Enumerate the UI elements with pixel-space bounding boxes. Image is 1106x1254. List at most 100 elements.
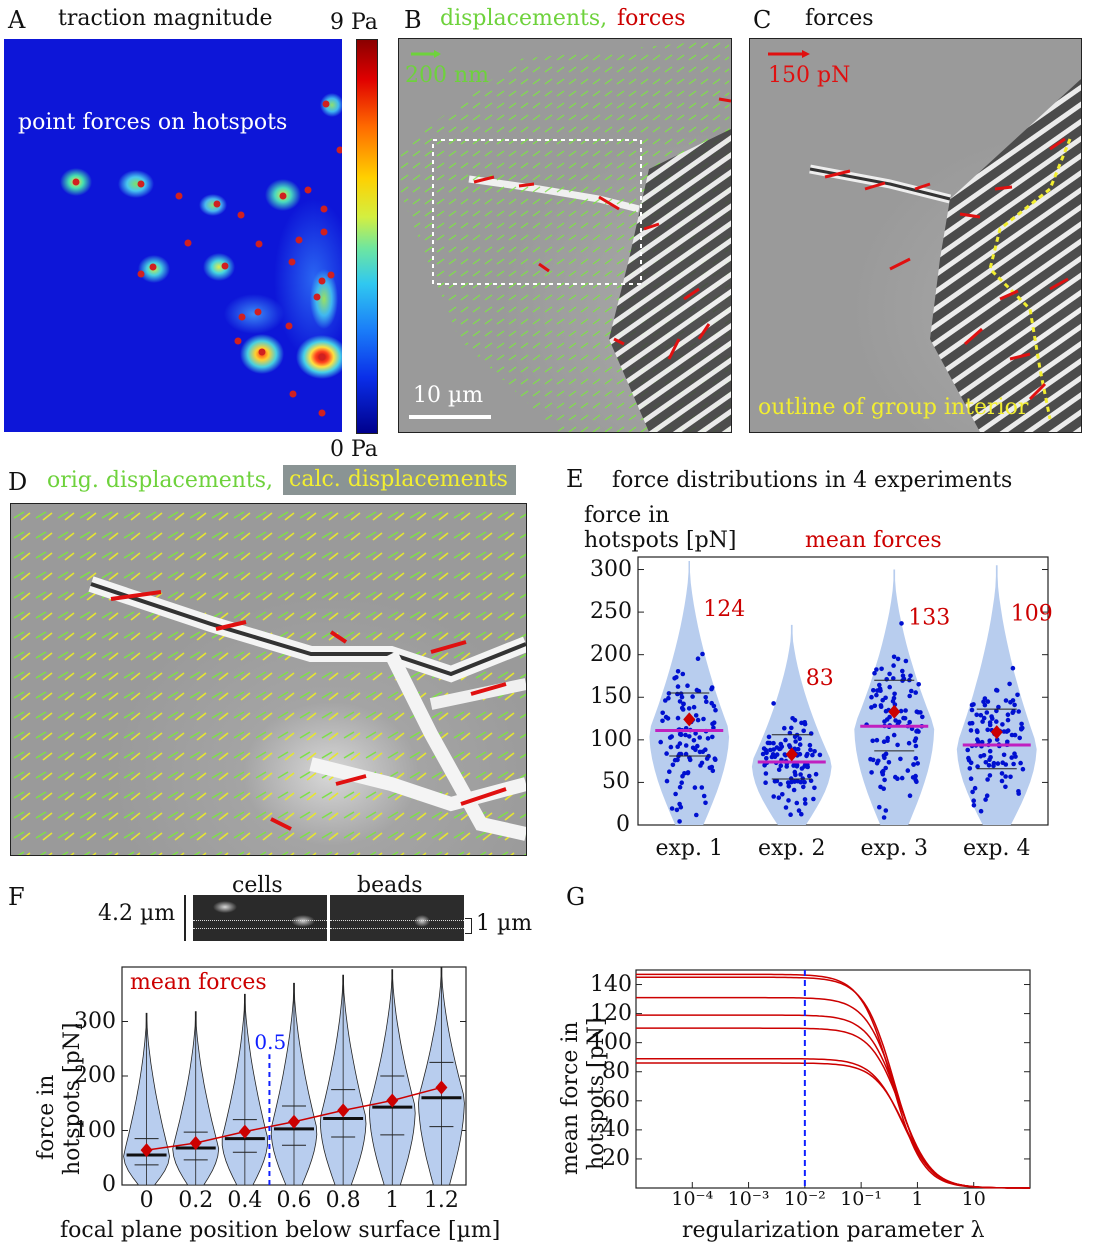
chart-e-point [677,801,682,807]
chart-e-point [782,752,788,757]
panel-d-title-orig: orig. displacements, [47,468,274,493]
colorbar-min-label: 0 Pa [330,437,378,462]
chart-e-point [907,793,913,798]
chart-e-point [771,701,776,706]
chart-g-ytick-label: 60 [602,1087,630,1113]
chart-g-series-line [636,1027,1030,1189]
chart-e-point [1001,752,1007,758]
panel-g-letter: G [566,883,586,911]
chart-e-point [771,740,776,746]
chart-e-point [878,704,884,709]
chart-e-point [704,699,709,704]
chart-e-point [982,702,988,708]
chart-f-xtick-label: 0 [139,1188,154,1213]
chart-e-point [869,770,874,775]
panel-c-letter: C [753,6,772,34]
chart-e-point [805,751,810,757]
chart-g-series-line [636,1014,1030,1189]
chart-e-point [799,811,804,817]
chart-e-point [778,763,784,769]
chart-e-point [692,785,698,790]
chart-e-point [891,732,897,738]
chart-e-ytick-label: 200 [590,641,632,667]
chart-e-point [667,769,672,774]
chart-e-point [685,770,691,776]
chart-e-point [660,718,665,724]
chart-e-point [869,694,874,700]
panel-f-xlabel: focal plane position below surface [µm] [60,1218,501,1243]
chart-g-ytick-label: 80 [602,1058,630,1084]
chart-e-point [761,746,767,751]
chart-e-point [691,738,697,743]
chart-e-point [906,740,912,746]
chart-e-point [683,751,689,757]
chart-e-point [664,778,670,784]
chart-e-point [760,751,766,757]
chart-e-ytick-label: 0 [616,812,630,837]
chart-e-point [985,727,990,733]
chart-e-point [978,808,984,814]
chart-g-ytick-label: 20 [602,1145,630,1171]
chart-e-point [1012,702,1017,708]
panel-c-outline-label: outline of group interior [758,395,1029,420]
chart-e-point [990,716,995,721]
chart-e-point [680,671,686,677]
chart-e-point [709,685,715,690]
chart-e-point [891,663,896,668]
chart-e-point [666,691,672,696]
panel-g-xlabel: regularization parameter λ [682,1218,985,1243]
chart-e-ytick-label: 50 [602,769,630,795]
chart-e-point [1009,755,1014,760]
chart-g-xtick-label: 10⁻⁴ [671,1188,714,1210]
chart-e-point [780,792,785,797]
chart-e-point [712,756,718,761]
chart-e-point [817,752,823,758]
chart-e-point [683,743,689,748]
chart-e-xtick-label: exp. 1 [655,836,724,861]
chart-g-xtick-label: 1 [911,1188,924,1210]
panel-c-title: forces [805,6,874,31]
chart-e-point [979,739,985,745]
chart-e-point [794,762,800,768]
chart-e-point [705,736,711,741]
chart-e-point [1011,709,1016,714]
panel-b-arrow-scale: 200 nm [405,63,490,88]
chart-e-point [870,738,875,744]
panel-e-title: force distributions in 4 experiments [612,468,1013,493]
chart-e-point [986,763,992,768]
chart-e-point [803,801,808,806]
chart-e-mean-value: 109 [1011,601,1052,626]
panel-f-beads-label: beads [357,873,423,898]
chart-e-point [972,785,978,791]
chart-e-point [805,762,810,768]
panel-b-image: 200 nm 10 µm [398,38,732,433]
chart-e-point [874,737,880,743]
chart-e-point [1005,717,1011,723]
chart-e-point [701,716,706,722]
chart-e-point [913,743,919,749]
chart-e-point [660,710,665,716]
chart-g-series-line [636,996,1030,1189]
colorbar-max-label: 9 Pa [330,10,378,35]
height-bracket [184,895,186,941]
chart-e-point [1003,784,1008,790]
chart-e-point [886,760,892,765]
chart-e-point [774,752,780,757]
chart-e-point [978,712,984,718]
chart-e-point [980,719,985,724]
chart-e-point [711,703,717,709]
chart-e-point [778,746,783,751]
chart-e-point [893,718,898,723]
chart-e-point [677,731,683,737]
chart-e-point [673,791,678,797]
chart-e-point [911,762,916,767]
chart-e-point [895,742,900,748]
chart-e-point [675,691,680,697]
chart-f: 0.5 [121,966,467,1186]
chart-e-point [699,760,705,766]
chart-f-xtick-label: 0.4 [227,1188,263,1213]
chart-e-point [1003,698,1009,703]
colorbar [356,39,378,434]
chart-e-point [796,808,802,813]
panel-e-mean-label: mean forces [805,528,942,553]
